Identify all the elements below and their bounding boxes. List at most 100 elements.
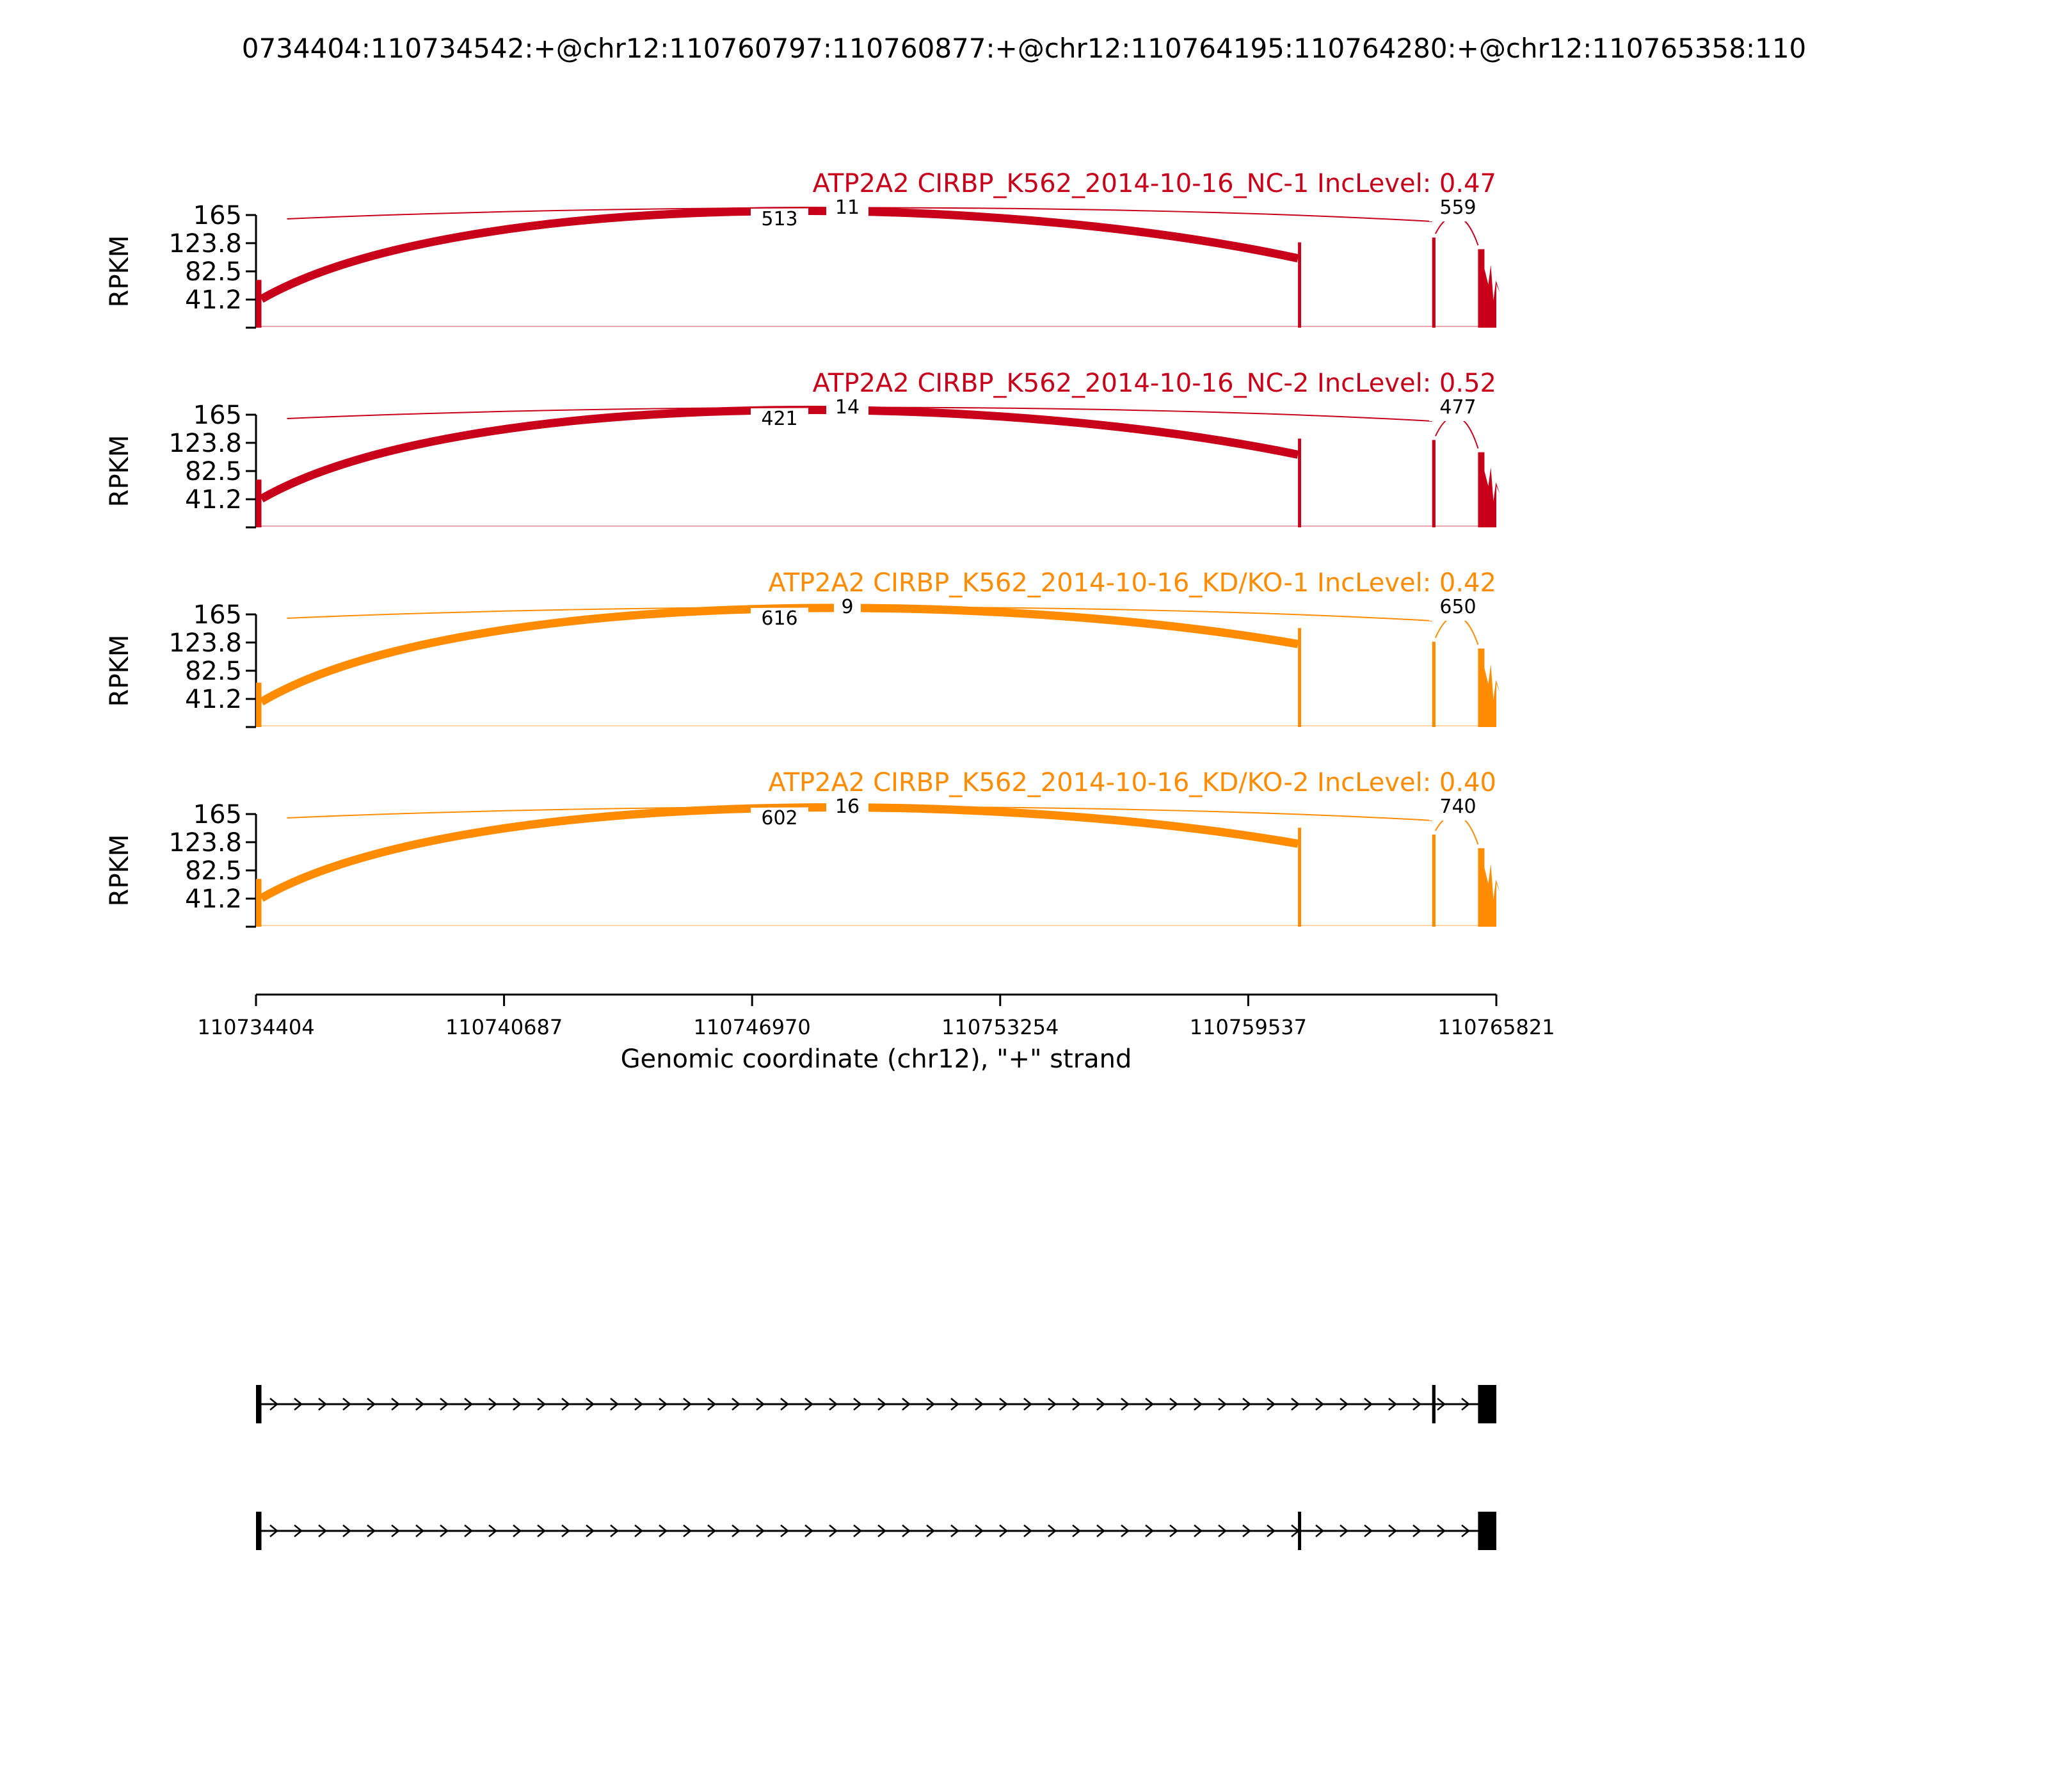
strand-arrow <box>318 1524 327 1537</box>
junction-arc <box>287 606 1432 621</box>
strand-arrow <box>415 1398 424 1411</box>
y-axis-label: RPKM <box>105 835 134 907</box>
strand-arrow <box>1072 1524 1081 1537</box>
y-tick-label: 41.2 <box>185 285 242 315</box>
strand-arrow <box>391 1524 400 1537</box>
strand-arrow <box>1242 1398 1251 1411</box>
junction-count-label: 602 <box>761 807 797 829</box>
y-tick-label: 123.8 <box>168 628 242 658</box>
x-tick-label: 110765821 <box>1437 1015 1555 1039</box>
junction-arc <box>287 806 1432 821</box>
strand-arrow <box>1412 1398 1421 1411</box>
y-tick-label: 165 <box>193 401 242 430</box>
exon-block <box>1478 1512 1496 1550</box>
junction-arc <box>259 803 1299 902</box>
strand-arrow <box>1121 1398 1130 1411</box>
strand-arrow <box>513 1398 522 1411</box>
strand-arrow <box>367 1398 376 1411</box>
strand-arrow <box>1315 1524 1324 1537</box>
x-tick-label: 110746970 <box>694 1015 811 1039</box>
strand-arrow <box>464 1524 473 1537</box>
y-tick-label: 41.2 <box>185 685 242 714</box>
isoform-2 <box>256 1512 1496 1550</box>
strand-arrow <box>1218 1524 1227 1537</box>
strand-arrow <box>780 1398 789 1411</box>
strand-arrow <box>318 1398 327 1411</box>
strand-arrow <box>853 1398 862 1411</box>
strand-arrow <box>1072 1398 1081 1411</box>
strand-arrow <box>683 1398 692 1411</box>
exon-block <box>1298 1512 1302 1550</box>
x-tick-label: 110753254 <box>941 1015 1059 1039</box>
junction-count-label: 477 <box>1439 396 1476 419</box>
strand-arrow <box>926 1398 935 1411</box>
strand-arrow <box>634 1398 643 1411</box>
strand-arrow <box>1461 1398 1470 1411</box>
exon-block <box>1478 1385 1496 1423</box>
junction-count-label: 740 <box>1439 796 1476 818</box>
strand-arrow <box>415 1524 424 1537</box>
strand-arrow <box>877 1398 886 1411</box>
junction-arc <box>287 406 1432 422</box>
strand-arrow <box>488 1524 497 1537</box>
y-tick-label: 82.5 <box>185 257 242 287</box>
strand-arrow <box>391 1398 400 1411</box>
strand-arrow <box>1169 1398 1178 1411</box>
strand-arrow <box>732 1524 740 1537</box>
strand-arrow <box>1023 1524 1032 1537</box>
exon-block <box>256 1512 262 1550</box>
strand-arrow <box>537 1398 546 1411</box>
exon-coverage <box>1478 249 1500 328</box>
exon-coverage <box>1478 648 1500 727</box>
strand-arrow <box>1169 1524 1178 1537</box>
strand-arrow <box>950 1524 959 1537</box>
exon-coverage <box>1298 242 1302 328</box>
junction-count-label: 616 <box>761 607 797 630</box>
junction-label-bg <box>1429 595 1487 621</box>
x-tick-label: 110734404 <box>197 1015 314 1039</box>
strand-arrow <box>1048 1524 1057 1537</box>
strand-arrow <box>1218 1398 1227 1411</box>
junction-arc <box>287 207 1432 222</box>
strand-arrow <box>804 1524 813 1537</box>
exon-block <box>1432 1385 1436 1423</box>
y-tick-label: 82.5 <box>185 657 242 686</box>
strand-arrow <box>999 1398 1008 1411</box>
strand-arrow <box>902 1398 911 1411</box>
junction-count-label: 9 <box>841 596 853 618</box>
exon-coverage <box>1478 452 1500 527</box>
strand-arrow <box>1145 1398 1154 1411</box>
strand-arrow <box>1096 1524 1105 1537</box>
figure-title: 0734404:110734542:+@chr12:110760797:1107… <box>242 33 1807 64</box>
strand-arrow <box>294 1398 303 1411</box>
strand-arrow <box>975 1524 984 1537</box>
y-tick-label: 41.2 <box>185 485 242 515</box>
strand-arrow <box>829 1524 838 1537</box>
strand-arrow <box>926 1524 935 1537</box>
strand-arrow <box>294 1524 303 1537</box>
y-tick-label: 41.2 <box>185 884 242 914</box>
strand-arrow <box>561 1398 570 1411</box>
strand-arrow <box>1096 1398 1105 1411</box>
strand-arrow <box>1364 1398 1373 1411</box>
exon-coverage <box>256 479 262 527</box>
strand-arrow <box>902 1524 911 1537</box>
strand-arrow <box>1121 1524 1130 1537</box>
strand-arrow <box>1388 1524 1397 1537</box>
strand-arrow <box>999 1524 1008 1537</box>
y-axis-label: RPKM <box>105 635 134 707</box>
strand-arrow <box>853 1524 862 1537</box>
strand-arrow <box>586 1524 595 1537</box>
y-tick-label: 123.8 <box>168 828 242 858</box>
strand-arrow <box>1023 1398 1032 1411</box>
junction-count-label: 559 <box>1439 196 1476 219</box>
strand-arrow <box>634 1524 643 1537</box>
strand-arrow <box>367 1524 376 1537</box>
strand-arrow <box>610 1524 619 1537</box>
track-title: ATP2A2 CIRBP_K562_2014-10-16_NC-1 IncLev… <box>813 169 1496 198</box>
strand-arrow <box>269 1398 278 1411</box>
exon-coverage <box>256 879 262 927</box>
